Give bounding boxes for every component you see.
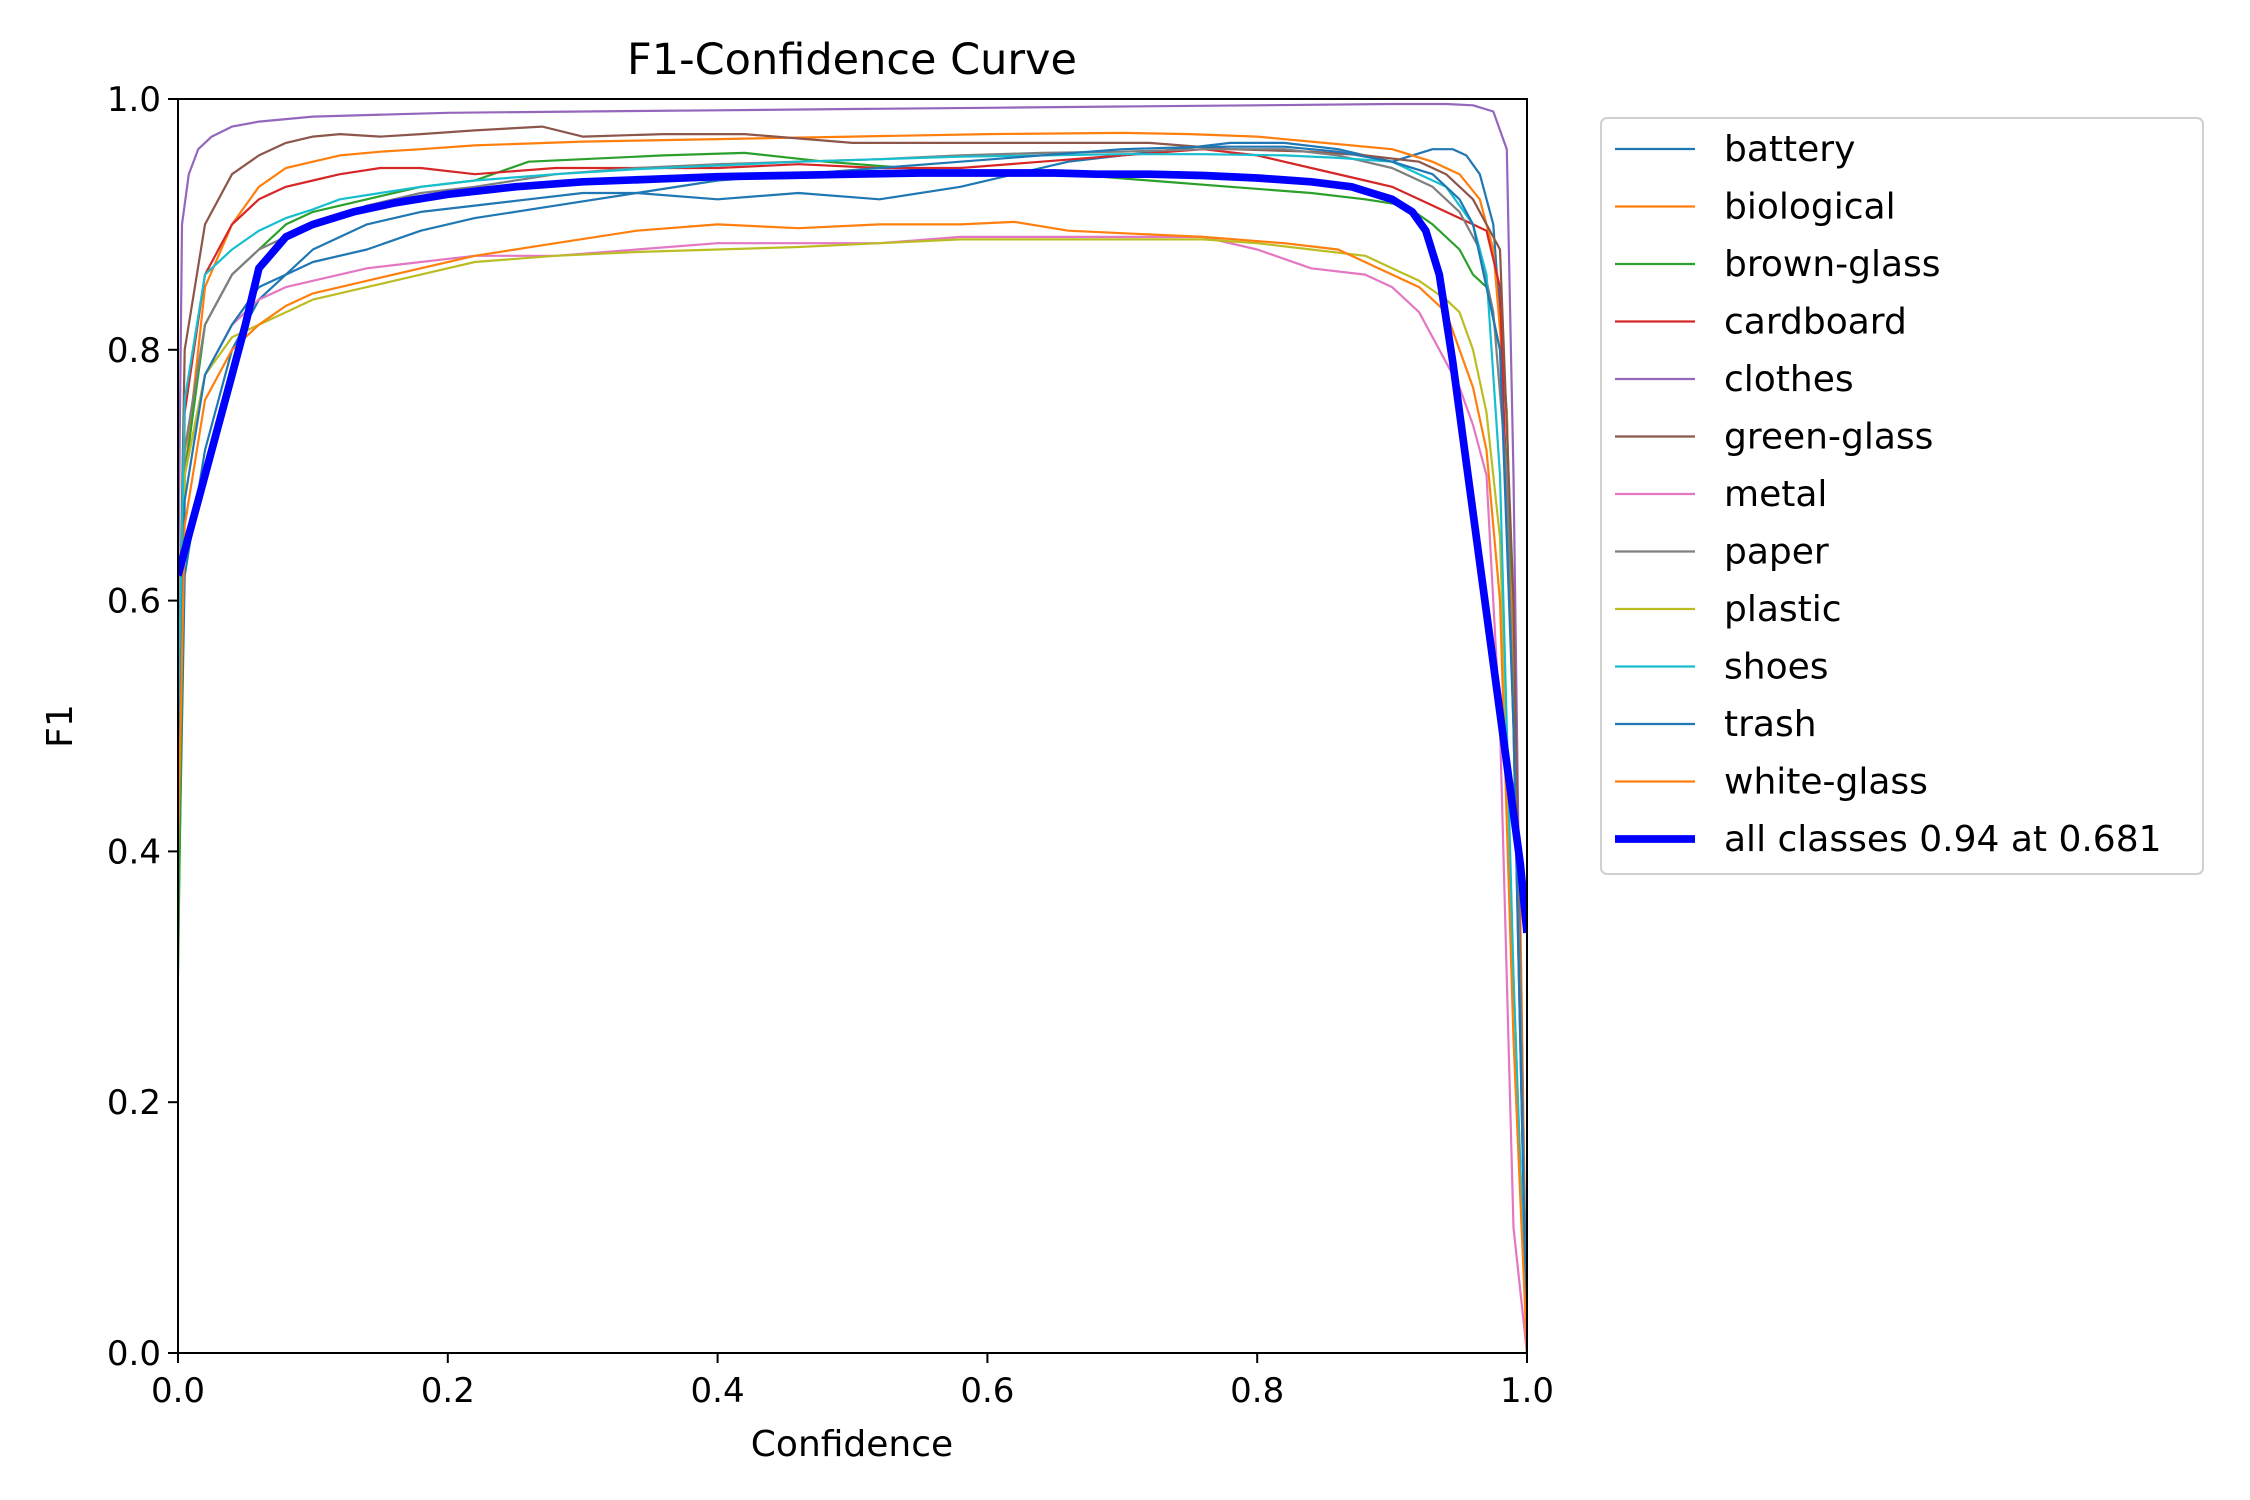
series-line-plastic — [178, 238, 1527, 1353]
x-tick-label: 0.2 — [421, 1371, 475, 1411]
legend-label-all-classes-0-94-at-0-681: all classes 0.94 at 0.681 — [1724, 819, 2162, 860]
x-tick-label: 0.4 — [691, 1371, 745, 1411]
y-tick-label: 0.4 — [107, 832, 161, 872]
y-tick-label: 0.2 — [107, 1083, 161, 1123]
legend-label-paper: paper — [1724, 532, 1829, 573]
series-line-all-classes-0-94-at-0-681 — [178, 169, 1527, 934]
legend: battery biological brown-glass cardboard clo… — [1600, 117, 2204, 875]
legend-label-biological: biological — [1724, 187, 1896, 228]
legend-label-metal: metal — [1724, 474, 1827, 515]
series-line-green-glass — [178, 125, 1527, 1353]
plot-lines — [178, 102, 1527, 1353]
y-axis: 0.0 0.2 0.4 0.6 0.8 1.0 — [107, 80, 178, 1374]
series-line-trash — [178, 145, 1527, 1353]
y-tick-label: 0.8 — [107, 331, 161, 371]
series-line-biological — [178, 131, 1527, 1353]
series-line-shoes — [178, 153, 1527, 1353]
plot-frame — [177, 98, 1528, 1354]
x-tick-label: 0.8 — [1230, 1371, 1284, 1411]
legend-label-cardboard: cardboard — [1724, 302, 1907, 343]
series-line-brown-glass — [178, 151, 1527, 1353]
series-line-white-glass — [178, 220, 1527, 1353]
legend-box — [1600, 117, 2204, 875]
x-axis: 0.0 0.2 0.4 0.6 0.8 1.0 — [151, 1353, 1554, 1411]
y-tick-label: 0.0 — [107, 1334, 161, 1374]
legend-label-brown-glass: brown-glass — [1724, 244, 1941, 285]
y-tick-label: 0.6 — [107, 582, 161, 622]
series-line-clothes — [178, 102, 1527, 1353]
x-tick-label: 1.0 — [1500, 1371, 1554, 1411]
y-tick-label: 1.0 — [107, 80, 161, 120]
x-tick-label: 0.0 — [151, 1371, 205, 1411]
series-line-battery — [178, 141, 1527, 1353]
y-axis-label: F1 — [40, 704, 81, 748]
legend-label-clothes: clothes — [1724, 359, 1854, 400]
legend-label-plastic: plastic — [1724, 589, 1842, 630]
chart-title: F1-Confidence Curve — [627, 35, 1077, 85]
legend-label-shoes: shoes — [1724, 647, 1829, 688]
x-tick-label: 0.6 — [960, 1371, 1014, 1411]
legend-label-white-glass: white-glass — [1724, 762, 1928, 803]
legend-label-green-glass: green-glass — [1724, 417, 1933, 458]
legend-label-battery: battery — [1724, 129, 1855, 170]
x-axis-label: Confidence — [751, 1424, 953, 1465]
legend-label-trash: trash — [1724, 704, 1817, 745]
